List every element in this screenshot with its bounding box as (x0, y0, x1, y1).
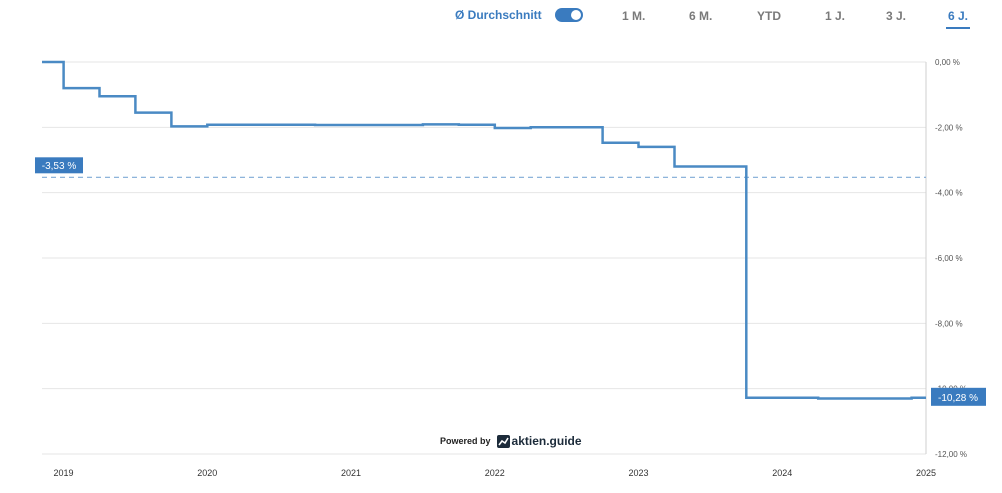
x-tick-label: 2020 (197, 468, 217, 478)
x-tick-label: 2024 (772, 468, 792, 478)
chart-toolbar: Ø Durchschnitt 1 M. 6 M. YTD 1 J. 3 J. 6… (0, 0, 1002, 34)
range-label: YTD (757, 9, 781, 23)
average-toggle-label: Ø Durchschnitt (455, 8, 542, 22)
average-badge (35, 157, 83, 174)
x-tick-label: 2023 (629, 468, 649, 478)
y-tick-label: -6,00 % (935, 254, 963, 263)
switch-knob (570, 10, 581, 20)
y-tick-label: -8,00 % (935, 319, 963, 328)
range-label: 1 M. (622, 9, 646, 23)
average-toggle[interactable]: Ø Durchschnitt (455, 8, 583, 22)
range-button-6m[interactable]: 6 M. (689, 9, 712, 23)
series-layer (42, 60, 926, 400)
range-button-6y[interactable]: 6 J. (946, 9, 971, 29)
grid-layer (42, 61, 926, 455)
range-button-3y[interactable]: 3 J. (886, 9, 906, 23)
average-switch[interactable] (554, 8, 583, 22)
y-tick-label: -2,00 % (935, 123, 963, 132)
average-badge-label: -3,53 % (42, 161, 77, 172)
range-label: 1 J. (825, 9, 846, 23)
range-button-1y[interactable]: 1 J. (825, 9, 845, 23)
y-tick-label: -12,00 % (935, 450, 967, 459)
x-tick-label: 2021 (341, 468, 361, 478)
range-label: 6 M. (689, 9, 713, 23)
powered-by[interactable]: Powered by aktien.guide (440, 434, 582, 448)
last-value-label: -10,28 % (938, 393, 978, 404)
x-tick-label: 2022 (485, 468, 505, 478)
powered-by-text: Powered by (440, 436, 491, 446)
aktien-guide-logo-icon (496, 434, 510, 448)
performance-series-line (42, 60, 926, 400)
logo-text: aktien.guide (511, 434, 582, 448)
active-underline (946, 27, 971, 29)
label-layer: -10,28 % (931, 387, 986, 406)
range-button-1m[interactable]: 1 M. (622, 9, 645, 23)
range-label: 6 J. (948, 9, 969, 23)
y-tick-label: 0,00 % (935, 58, 960, 67)
axis-layer: 0,00 %-2,00 %-4,00 %-6,00 %-8,00 %-10,00… (54, 58, 967, 478)
y-tick-label: -4,00 % (935, 189, 963, 198)
x-tick-label: 2025 (916, 468, 936, 478)
last-value-badge (931, 387, 986, 406)
average-layer: -3,53 % (35, 157, 926, 178)
range-button-ytd[interactable]: YTD (757, 9, 781, 23)
x-tick-label: 2019 (54, 468, 74, 478)
range-label: 3 J. (886, 9, 907, 23)
